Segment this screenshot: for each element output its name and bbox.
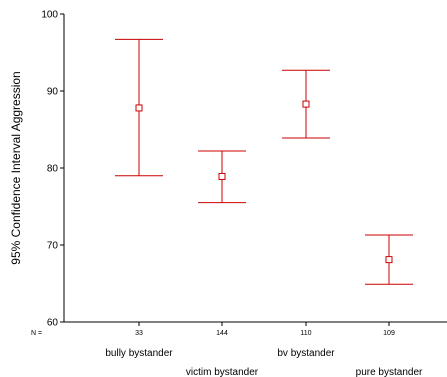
n-value: 110: [300, 330, 311, 337]
error-bars: [115, 38, 413, 285]
y-tick-label: 60: [47, 318, 59, 329]
y-tick-label: 100: [41, 10, 58, 21]
y-axis-title: 95% Confidence Interval Aggression: [9, 71, 23, 264]
y-tick-label: 90: [47, 87, 59, 98]
n-label: N =: [31, 330, 42, 337]
n-value: 144: [216, 330, 228, 337]
mean-marker: [218, 172, 226, 180]
axis-labels: 60 70 80 90 100 95% Confidence Interval Aggre…: [9, 10, 423, 377]
axes: [60, 13, 447, 326]
mean-marker: [385, 256, 393, 264]
y-tick-label: 70: [47, 241, 59, 252]
category-label: pure bystander: [356, 367, 423, 377]
n-value: 33: [135, 330, 143, 337]
category-label: bully bystander: [105, 348, 173, 359]
n-value: 109: [383, 330, 395, 337]
mean-marker: [302, 100, 310, 108]
y-tick-label: 80: [47, 164, 59, 175]
category-label: bv bystander: [277, 348, 335, 359]
category-label: victim bystander: [186, 367, 259, 377]
mean-marker: [135, 104, 143, 112]
